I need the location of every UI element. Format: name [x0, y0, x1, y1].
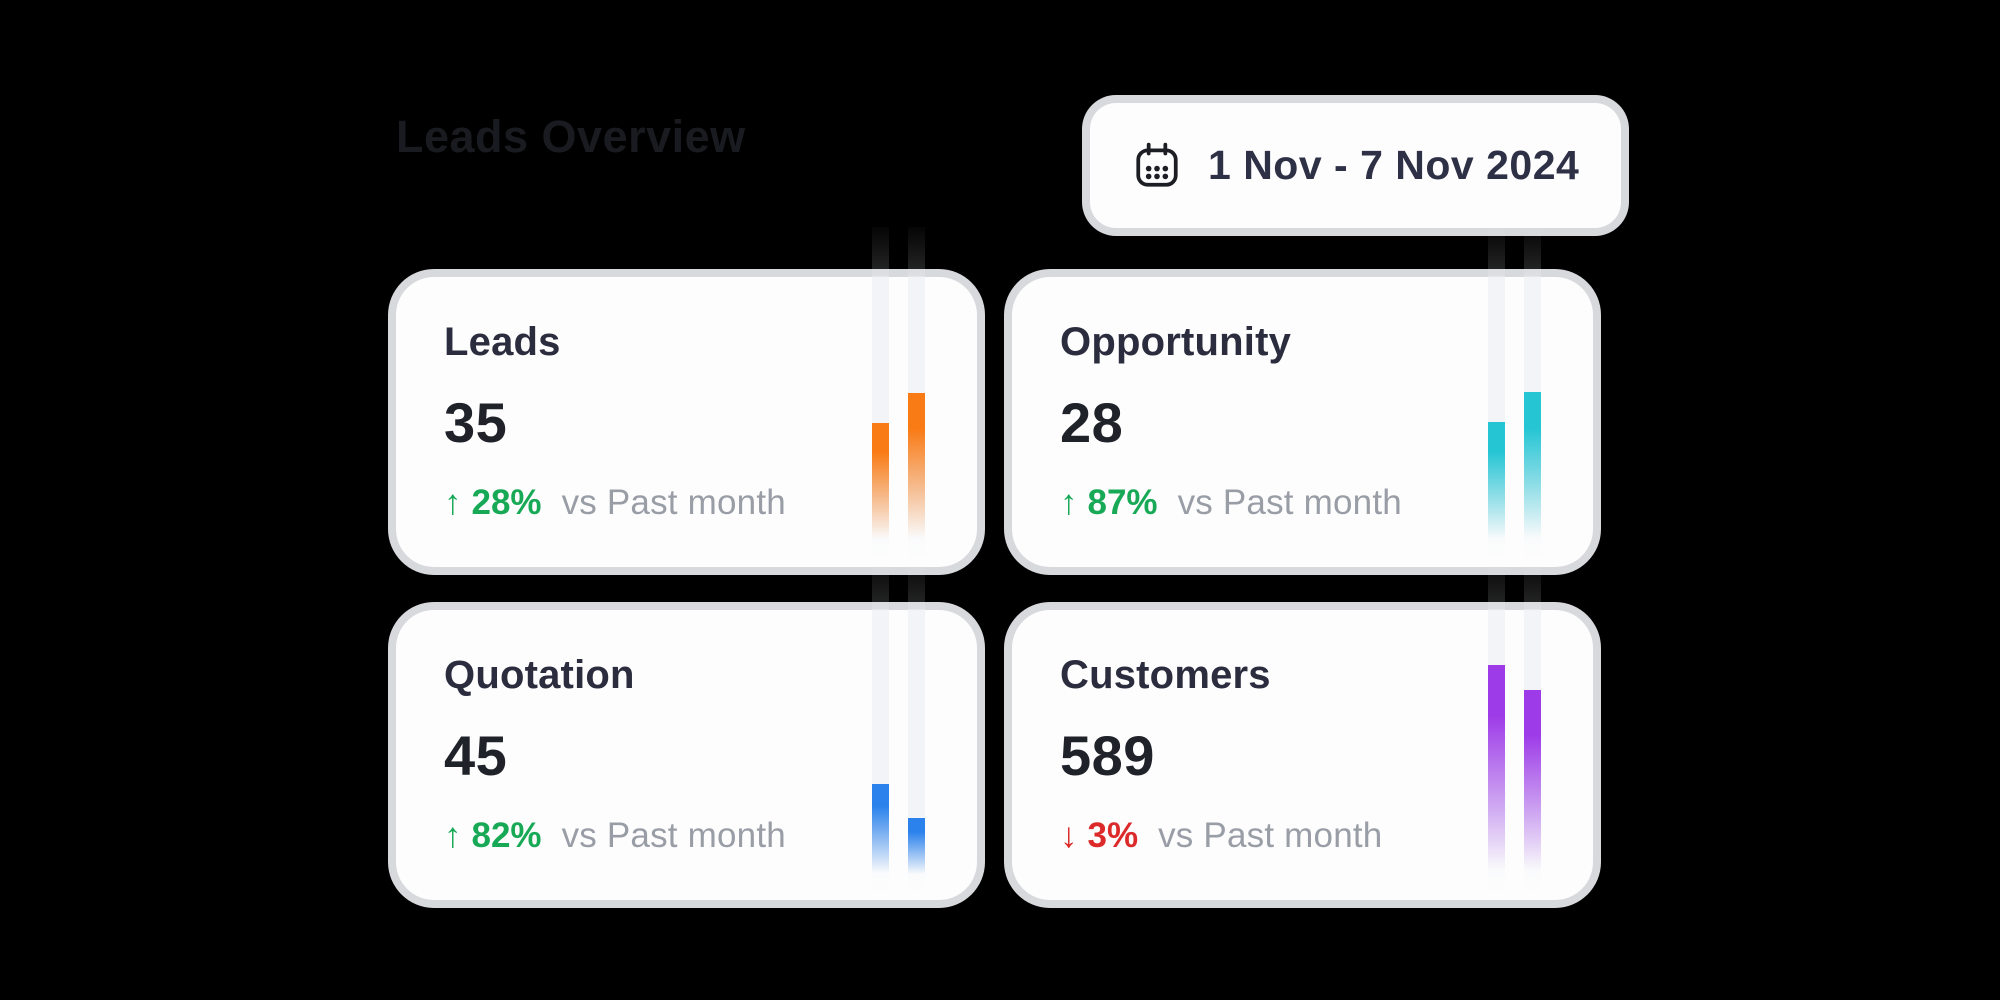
bar-fill	[1524, 392, 1541, 543]
card-opportunity: Opportunity 28 ↑ 87% vs Past month	[1012, 227, 1593, 567]
bar-track	[872, 227, 889, 567]
card-value: 35	[444, 391, 508, 454]
comparison-label: vs Past month	[561, 816, 786, 855]
mini-bar-chart	[872, 227, 925, 567]
arrow-up-icon: ↑	[444, 816, 462, 855]
card-customers: Customers 589 ↓ 3% vs Past month	[1012, 560, 1593, 900]
comparison-label: vs Past month	[1177, 483, 1402, 522]
card-value: 45	[444, 724, 508, 787]
card-value: 28	[1060, 391, 1124, 454]
card-title: Customers	[1060, 653, 1271, 697]
arrow-up-icon: ↑	[1060, 483, 1078, 522]
bar-fill	[872, 784, 889, 876]
card-leads: Leads 35 ↑ 28% vs Past month	[396, 227, 977, 567]
bar-fill	[1524, 690, 1541, 876]
card-title: Opportunity	[1060, 320, 1292, 364]
delta-percent: 3%	[1087, 816, 1139, 855]
bar-fill	[908, 818, 925, 876]
card-title: Quotation	[444, 653, 635, 697]
delta-indicator: ↑ 87%	[1060, 483, 1158, 523]
date-range-button[interactable]: 1 Nov - 7 Nov 2024	[1090, 103, 1622, 228]
bar-track	[1488, 227, 1505, 567]
delta-indicator: ↑ 82%	[444, 816, 542, 856]
bar-track	[1488, 560, 1505, 900]
bar-fill	[1488, 422, 1505, 543]
delta-indicator: ↑ 28%	[444, 483, 542, 523]
page-title: Leads Overview	[396, 111, 746, 162]
card-quotation: Quotation 45 ↑ 82% vs Past month	[396, 560, 977, 900]
bar-track	[908, 560, 925, 900]
mini-bar-chart	[872, 560, 925, 900]
delta-percent: 87%	[1087, 483, 1158, 522]
bar-track	[1524, 227, 1541, 567]
arrow-up-icon: ↑	[444, 483, 462, 522]
delta-percent: 28%	[471, 483, 542, 522]
delta-percent: 82%	[471, 816, 542, 855]
bar-fill	[1488, 665, 1505, 876]
arrow-down-icon: ↓	[1060, 816, 1078, 855]
bar-track	[908, 227, 925, 567]
comparison-label: vs Past month	[1158, 816, 1383, 855]
card-title: Leads	[444, 320, 561, 364]
delta-indicator: ↓ 3%	[1060, 816, 1138, 856]
bar-track	[872, 560, 889, 900]
date-range-label: 1 Nov - 7 Nov 2024	[1208, 142, 1580, 188]
bar-track	[1524, 560, 1541, 900]
calendar-icon	[1136, 142, 1178, 187]
comparison-label: vs Past month	[561, 483, 786, 522]
mini-bar-chart	[1488, 560, 1541, 900]
mini-bar-chart	[1488, 227, 1541, 567]
card-value: 589	[1060, 724, 1155, 787]
bar-fill	[908, 393, 925, 543]
bar-fill	[872, 423, 889, 543]
